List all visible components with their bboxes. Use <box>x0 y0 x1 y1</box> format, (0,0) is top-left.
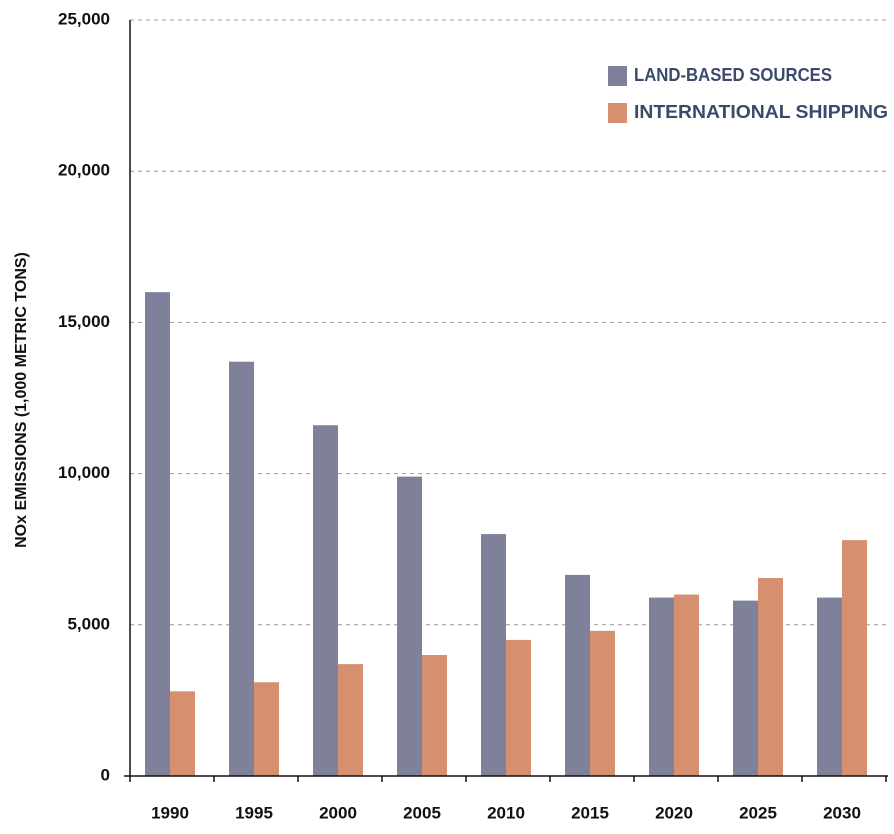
bar <box>481 534 506 776</box>
y-tick-label: 20,000 <box>58 161 110 180</box>
bar <box>422 655 447 776</box>
y-tick-label: 15,000 <box>58 312 110 331</box>
bar <box>254 682 279 776</box>
bar <box>817 597 842 776</box>
bar <box>565 574 590 776</box>
x-tick-label: 2025 <box>739 803 777 822</box>
x-tick-label: 2010 <box>487 803 525 822</box>
y-tick-label: 10,000 <box>58 463 110 482</box>
bar <box>145 292 170 776</box>
x-tick-label: 2020 <box>655 803 693 822</box>
legend-swatch <box>608 103 627 123</box>
bar <box>590 630 615 776</box>
x-tick-label: 1990 <box>151 803 189 822</box>
y-tick-label: 0 <box>101 765 110 784</box>
bar <box>397 476 422 776</box>
y-tick-label: 25,000 <box>58 9 110 28</box>
bar <box>229 361 254 776</box>
bar <box>842 540 867 776</box>
bar <box>758 577 783 776</box>
bar <box>338 664 363 776</box>
y-axis-label: NOx EMISSIONS (1,000 METRIC TONS) <box>13 252 30 548</box>
legend-label: INTERNATIONAL SHIPPING <box>634 102 888 122</box>
bar <box>733 600 758 776</box>
legend-label: LAND-BASED SOURCES <box>634 65 832 85</box>
bar <box>313 425 338 776</box>
bar <box>506 639 531 776</box>
x-tick-label: 1995 <box>235 803 273 822</box>
x-tick-label: 2030 <box>823 803 861 822</box>
bar <box>649 597 674 776</box>
x-tick-label: 2015 <box>571 803 609 822</box>
x-tick-label: 2000 <box>319 803 357 822</box>
bar <box>674 594 699 776</box>
legend-swatch <box>608 66 627 86</box>
bar <box>170 691 195 776</box>
y-tick-label: 5,000 <box>67 614 110 633</box>
x-tick-label: 2005 <box>403 803 441 822</box>
